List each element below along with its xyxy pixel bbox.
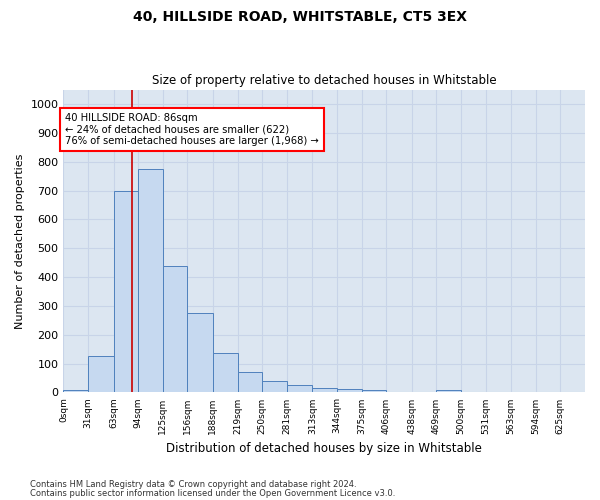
- Bar: [113, 190, 138, 392]
- Text: Contains HM Land Registry data © Crown copyright and database right 2024.: Contains HM Land Registry data © Crown c…: [30, 480, 356, 489]
- Bar: [187, 313, 213, 392]
- Bar: [362, 390, 386, 392]
- Bar: [238, 372, 262, 392]
- Bar: [88, 356, 113, 393]
- Bar: [287, 385, 312, 392]
- Bar: [262, 381, 287, 392]
- Y-axis label: Number of detached properties: Number of detached properties: [15, 154, 25, 328]
- X-axis label: Distribution of detached houses by size in Whitstable: Distribution of detached houses by size …: [166, 442, 482, 455]
- Bar: [213, 354, 238, 393]
- Bar: [64, 390, 88, 392]
- Bar: [163, 266, 187, 392]
- Bar: [337, 389, 362, 392]
- Bar: [312, 388, 337, 392]
- Bar: [436, 390, 461, 392]
- Text: Contains public sector information licensed under the Open Government Licence v3: Contains public sector information licen…: [30, 488, 395, 498]
- Title: Size of property relative to detached houses in Whitstable: Size of property relative to detached ho…: [152, 74, 497, 87]
- Text: 40 HILLSIDE ROAD: 86sqm
← 24% of detached houses are smaller (622)
76% of semi-d: 40 HILLSIDE ROAD: 86sqm ← 24% of detache…: [65, 112, 319, 146]
- Text: 40, HILLSIDE ROAD, WHITSTABLE, CT5 3EX: 40, HILLSIDE ROAD, WHITSTABLE, CT5 3EX: [133, 10, 467, 24]
- Bar: [138, 169, 163, 392]
